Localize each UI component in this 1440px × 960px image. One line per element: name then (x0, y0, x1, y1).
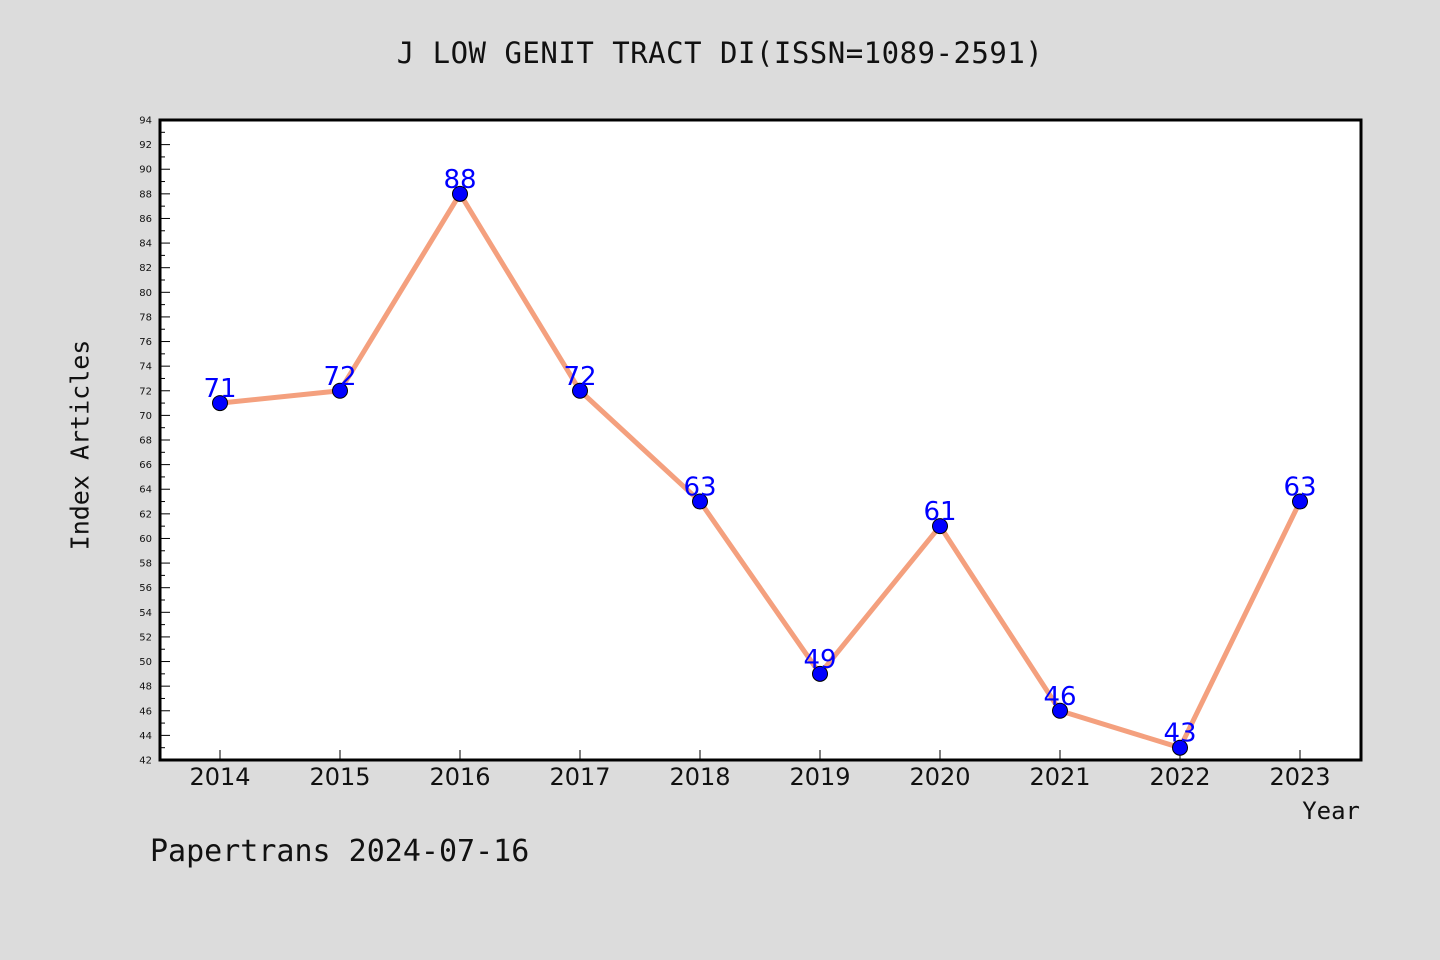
x-tick-label: 2016 (429, 763, 490, 791)
data-label: 72 (323, 362, 356, 392)
series-line (217, 191, 1303, 751)
y-tick-label: 94 (139, 116, 152, 127)
y-tick-label: 70 (139, 411, 152, 422)
y-tick-label: 92 (139, 140, 152, 151)
x-tick-label: 2021 (1029, 763, 1090, 791)
data-point-marker (452, 185, 468, 202)
y-tick-label: 84 (139, 239, 152, 250)
y-tick-label: 90 (139, 165, 152, 176)
x-tick-label: 2015 (309, 763, 370, 791)
x-tick-label: 2022 (1149, 763, 1210, 791)
y-tick-label: 66 (139, 460, 152, 471)
y-tick-label: 72 (139, 386, 152, 397)
data-label: 63 (1283, 473, 1316, 503)
x-tick-label: 2023 (1269, 763, 1330, 791)
data-label: 46 (1043, 682, 1076, 712)
y-tick-label: 86 (139, 214, 152, 225)
y-tick-label: 44 (139, 731, 152, 742)
y-tick-label: 48 (139, 682, 152, 693)
data-point-marker (572, 382, 588, 399)
chart-title: J LOW GENIT TRACT DI(ISSN=1089-2591) (396, 36, 1044, 70)
y-tick-label: 54 (139, 608, 152, 619)
data-label: 88 (443, 165, 476, 195)
data-label: 49 (803, 645, 836, 675)
y-tick-label: 52 (139, 632, 152, 643)
y-tick-label: 58 (139, 559, 152, 570)
data-point-marker (692, 493, 708, 510)
x-tick-label: 2020 (909, 763, 970, 791)
data-point-marker (1052, 702, 1068, 719)
y-tick-label: 64 (139, 485, 152, 496)
y-tick-label: 74 (139, 362, 152, 373)
y-tick-label: 60 (139, 534, 152, 545)
x-tick-label: 2017 (549, 763, 610, 791)
y-tick-label: 50 (139, 657, 152, 668)
y-tick-label: 62 (139, 509, 152, 520)
y-tick-label: 76 (139, 337, 152, 348)
y-tick-label: 56 (139, 583, 152, 594)
y-tick-label: 80 (139, 288, 152, 299)
data-label: 71 (203, 374, 236, 404)
y-tick-label: 68 (139, 436, 152, 447)
plot-area (160, 120, 1361, 760)
y-tick-label: 42 (139, 756, 152, 767)
y-tick-label: 88 (139, 189, 152, 200)
y-tick-label: 82 (139, 263, 152, 274)
data-label: 61 (923, 497, 956, 527)
data-point-marker (212, 395, 228, 412)
data-point-marker (1172, 739, 1188, 756)
data-point-marker (1292, 493, 1308, 510)
data-label: 72 (563, 362, 596, 392)
footer-credit: Papertrans 2024-07-16 (150, 834, 530, 869)
x-tick-label: 2014 (189, 763, 250, 791)
data-point-marker (332, 382, 348, 399)
y-tick-label: 78 (139, 312, 152, 323)
data-point-marker (932, 518, 948, 535)
x-tick-label: 2018 (669, 763, 730, 791)
data-label: 63 (683, 473, 716, 503)
data-point-marker (812, 665, 828, 682)
x-axis-label: Year (1302, 797, 1360, 825)
x-tick-label: 2019 (789, 763, 850, 791)
plot-frame (158, 118, 1363, 762)
data-label: 43 (1163, 719, 1196, 749)
y-tick-label: 46 (139, 706, 152, 717)
